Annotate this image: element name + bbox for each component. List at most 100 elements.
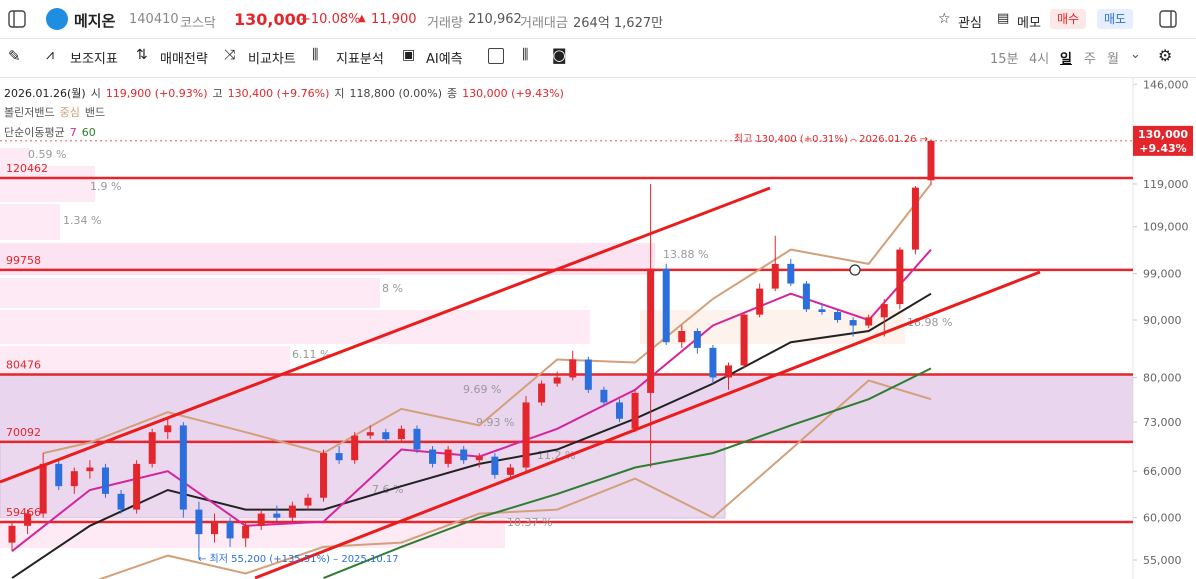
info-text: 고 (213, 87, 223, 100)
logo (46, 8, 68, 30)
memo-icon[interactable]: ▤ (997, 11, 1010, 26)
candle-body (787, 263, 795, 284)
tool-icon[interactable]: ▣ (402, 47, 416, 63)
tool-icon[interactable]: ⫼ (312, 47, 319, 63)
level-label: 70092 (6, 426, 41, 439)
profile-label: 0.59 % (28, 148, 66, 161)
indicator-line (97, 379, 932, 579)
price: 130,000 (234, 10, 307, 29)
candle-body (662, 268, 670, 343)
period-button[interactable]: 월 (1107, 52, 1119, 67)
info-text: 시 (91, 87, 101, 100)
amount-label: 거래대금 (520, 16, 568, 31)
header: 메지온 140410 코스닥 130,000 +10.08% ▲ 11,900 … (0, 0, 1196, 39)
candle-body (725, 365, 733, 378)
period-button[interactable]: 주 (1084, 52, 1096, 67)
period-button[interactable]: 일 (1060, 52, 1072, 67)
memo-button[interactable]: 메모 (1017, 16, 1041, 31)
candle-body (522, 402, 530, 468)
tool-button[interactable]: 지표분석 (336, 52, 384, 67)
y-tick-label: 80,000 (1143, 371, 1182, 384)
y-tick-label: 73,000 (1143, 416, 1182, 429)
price-tag-change: +9.43% (1139, 142, 1186, 155)
box-icon[interactable] (488, 48, 504, 64)
panel-icon[interactable] (1159, 10, 1177, 28)
sell-button[interactable]: 매도 (1097, 9, 1134, 29)
candle-body (553, 377, 561, 384)
tool-icon[interactable]: ⩘ (46, 47, 54, 63)
tool-icon[interactable]: ⇅ (136, 47, 148, 63)
tool-button[interactable]: 비교차트 (248, 52, 296, 67)
tool-button[interactable]: 매매전략 (160, 52, 208, 67)
toolbar: ✎ ⫼ ◙ ⌄ ⚙ ⩘ 보조지표 ⇅ 매매전략 ⤨ 비교차트 ⫼ 지표분석 ▣ AI예측 15분 4시… (0, 38, 1196, 78)
info-text: 130,400 (+9.76%) (228, 87, 330, 100)
indicator-line (323, 367, 932, 579)
star-icon[interactable]: ☆ (938, 11, 951, 27)
dropdown-icon[interactable]: ⌄ (1130, 47, 1141, 62)
candle-body (117, 493, 125, 510)
candle-body (818, 309, 826, 312)
profile-label: 1.34 % (63, 214, 101, 227)
candle-body (538, 383, 546, 403)
candle-body (70, 471, 78, 487)
camera-icon[interactable]: ◙ (552, 46, 567, 64)
y-tick-label: 60,000 (1143, 512, 1182, 525)
candle-body (273, 513, 281, 518)
tool-button[interactable]: 보조지표 (70, 52, 118, 67)
candle-body (55, 463, 63, 487)
info-text: 중심 (60, 106, 80, 119)
candle-body (865, 317, 873, 326)
y-tick-label: 55,000 (1143, 554, 1182, 567)
candle-body (475, 456, 483, 461)
candle-body (257, 513, 265, 526)
market: 코스닥 (180, 16, 216, 31)
amount: 264억 1,627만 (573, 16, 664, 31)
change-pct: +10.08% (300, 12, 361, 27)
candle-body (304, 497, 312, 506)
tool-icon[interactable]: ⤨ (224, 47, 236, 63)
candle-body (491, 456, 499, 475)
period-button[interactable]: 4시 (1029, 52, 1050, 67)
info-text: 60 (82, 126, 96, 139)
buy-button[interactable]: 매수 (1050, 9, 1087, 29)
candle-body (242, 525, 250, 539)
info-text: 단순이동평균 (4, 126, 65, 139)
candle-body (756, 288, 764, 315)
candle-body (506, 467, 514, 475)
candle-icon[interactable]: ⫼ (522, 47, 529, 63)
draw-icon[interactable]: ✎ (8, 47, 21, 65)
price-tag-label: 130,000 (1138, 128, 1188, 141)
candle-body (164, 425, 172, 433)
candle-body (179, 425, 187, 510)
candle-body (413, 428, 421, 450)
candle-body (647, 268, 655, 393)
candle-body (802, 283, 810, 310)
info-text: 7 (70, 126, 77, 139)
candle-body (320, 453, 328, 498)
trend-lines (0, 186, 1041, 579)
sidebar-icon[interactable] (8, 10, 26, 28)
y-tick-label: 66,000 (1143, 465, 1182, 478)
candle-body (849, 320, 857, 326)
candle-body (678, 331, 686, 343)
candle-body (927, 140, 935, 181)
profile-label: 13.88 % (663, 248, 708, 261)
candle-body (693, 331, 701, 348)
info-text: 밴드 (85, 106, 105, 119)
candle-body (397, 428, 405, 440)
y-tick-label: 99,000 (1143, 268, 1182, 281)
settings-icon[interactable]: ⚙ (1158, 46, 1173, 65)
candle-body (8, 525, 16, 543)
candle-body (39, 463, 47, 514)
candle-body (896, 249, 904, 305)
candle-body (911, 187, 919, 250)
candle-body (615, 402, 623, 419)
period-button[interactable]: 15분 (990, 52, 1019, 67)
volume: 210,962 (468, 12, 522, 27)
level-label: 99758 (6, 254, 41, 267)
change: 11,900 (371, 12, 417, 27)
tool-button[interactable]: AI예측 (426, 52, 463, 67)
candle-body (210, 521, 218, 535)
watch-button[interactable]: 관심 (958, 16, 982, 31)
